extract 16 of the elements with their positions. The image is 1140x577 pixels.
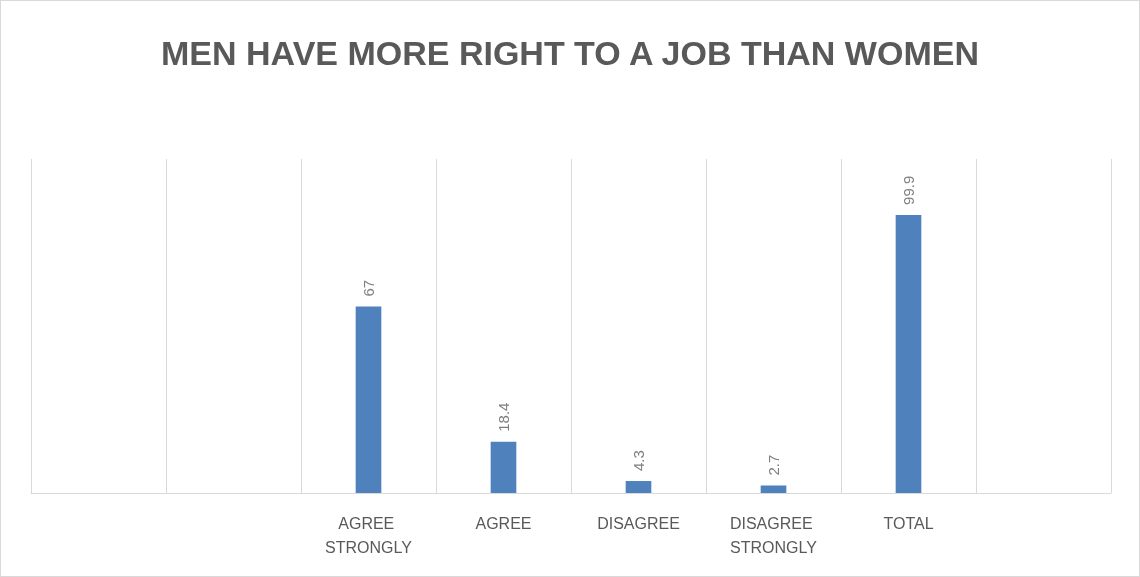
bar [625,481,652,493]
x-tick-label: AGREE [475,514,532,532]
bar [895,214,922,493]
bar [355,306,382,493]
data-label: 67 [360,279,377,297]
bar [490,441,517,493]
data-label: 2.7 [765,454,782,476]
data-label: 99.9 [900,175,917,205]
x-tick-label: DISAGREE STRONGLY [729,514,818,556]
bar [760,485,787,493]
x-tick-label: AGREE STRONGLY [325,514,413,556]
x-tick-label: DISAGREE [597,514,680,532]
chart-title: MEN HAVE MORE RIGHT TO A JOB THAN WOMEN [161,34,979,72]
data-label: 4.3 [630,450,647,472]
data-label: 18.4 [495,402,512,432]
x-tick-label: TOTAL [883,514,934,532]
